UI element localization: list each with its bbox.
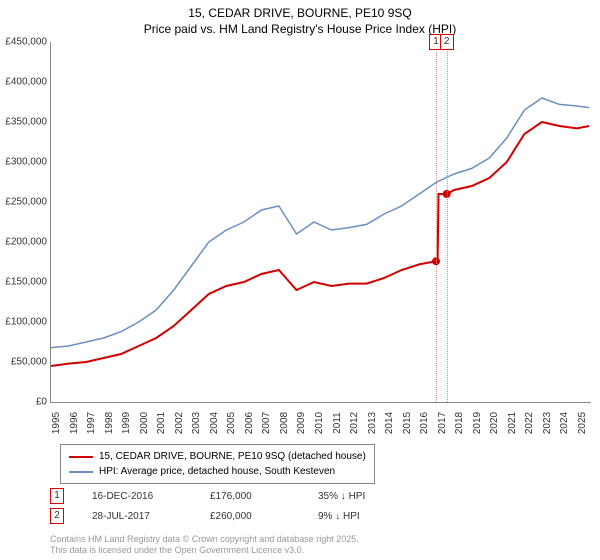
legend-swatch-1 [69,456,93,458]
marker-row-price: £260,000 [210,511,290,522]
copyright-1: Contains HM Land Registry data © Crown c… [50,534,359,545]
x-tick-label: 2011 [332,412,343,434]
x-tick-label: 2016 [419,412,430,434]
marker-row-date: 28-JUL-2017 [92,511,182,522]
x-tick-label: 1999 [121,412,132,434]
x-tick-label: 2003 [191,412,202,434]
copyright: Contains HM Land Registry data © Crown c… [50,534,359,556]
x-tick-label: 2000 [139,412,150,434]
x-tick-label: 2006 [244,412,255,434]
marker-row-num: 1 [50,488,64,504]
legend-label-1: 15, CEDAR DRIVE, BOURNE, PE10 9SQ (detac… [99,449,366,464]
marker-row-price: £176,000 [210,491,290,502]
x-tick-label: 1995 [51,412,62,434]
x-tick-label: 2022 [524,412,535,434]
x-tick-label: 2024 [559,412,570,434]
y-tick-label: £200,000 [3,237,47,248]
legend-item-2: HPI: Average price, detached house, Sout… [69,464,366,479]
x-tick-label: 2017 [437,412,448,434]
y-tick-label: £100,000 [3,317,47,328]
x-tick-label: 2010 [314,412,325,434]
marker-table: 1 16-DEC-2016 £176,000 35% ↓ HPI 2 28-JUL-201… [50,488,365,528]
x-tick-label: 2018 [454,412,465,434]
x-tick-label: 2007 [261,412,272,434]
x-tick-label: 2008 [279,412,290,434]
x-tick-label: 1998 [104,412,115,434]
y-tick-label: £50,000 [3,357,47,368]
marker-row-date: 16-DEC-2016 [92,491,182,502]
marker-vline [447,42,448,402]
legend-swatch-2 [69,471,93,473]
chart-container: 15, CEDAR DRIVE, BOURNE, PE10 9SQ Price … [0,0,600,560]
x-tick-label: 2021 [507,412,518,434]
x-tick-label: 2013 [367,412,378,434]
marker-row-note: 9% ↓ HPI [318,511,360,522]
x-tick-label: 2020 [489,412,500,434]
y-tick-label: £150,000 [3,277,47,288]
marker-row: 2 28-JUL-2017 £260,000 9% ↓ HPI [50,508,365,524]
marker-row-note: 35% ↓ HPI [318,491,365,502]
y-tick-label: £400,000 [3,77,47,88]
legend: 15, CEDAR DRIVE, BOURNE, PE10 9SQ (detac… [60,444,375,484]
y-tick-label: £250,000 [3,197,47,208]
legend-item-1: 15, CEDAR DRIVE, BOURNE, PE10 9SQ (detac… [69,449,366,464]
plot-area: £0£50,000£100,000£150,000£200,000£250,00… [50,42,591,403]
chart-title-2: Price paid vs. HM Land Registry's House … [0,22,600,40]
x-tick-label: 1996 [69,412,80,434]
y-tick-label: £350,000 [3,117,47,128]
x-tick-label: 2002 [174,412,185,434]
chart-title-1: 15, CEDAR DRIVE, BOURNE, PE10 9SQ [0,0,600,22]
marker-row: 1 16-DEC-2016 £176,000 35% ↓ HPI [50,488,365,504]
x-tick-label: 2009 [296,412,307,434]
y-tick-label: £450,000 [3,37,47,48]
copyright-2: This data is licensed under the Open Gov… [50,545,359,556]
x-tick-label: 2019 [472,412,483,434]
x-tick-label: 1997 [86,412,97,434]
x-tick-label: 2001 [156,412,167,434]
plot-svg [51,42,591,402]
x-tick-label: 2023 [542,412,553,434]
x-tick-label: 2014 [384,412,395,434]
y-tick-label: £300,000 [3,157,47,168]
x-tick-label: 2004 [209,412,220,434]
legend-label-2: HPI: Average price, detached house, Sout… [99,464,335,479]
marker-vline [436,42,437,402]
x-tick-label: 2012 [349,412,360,434]
x-tick-label: 2005 [226,412,237,434]
marker-number-box: 2 [440,34,454,50]
marker-row-num: 2 [50,508,64,524]
x-tick-label: 2025 [577,412,588,434]
x-tick-label: 2015 [402,412,413,434]
y-tick-label: £0 [3,397,47,408]
